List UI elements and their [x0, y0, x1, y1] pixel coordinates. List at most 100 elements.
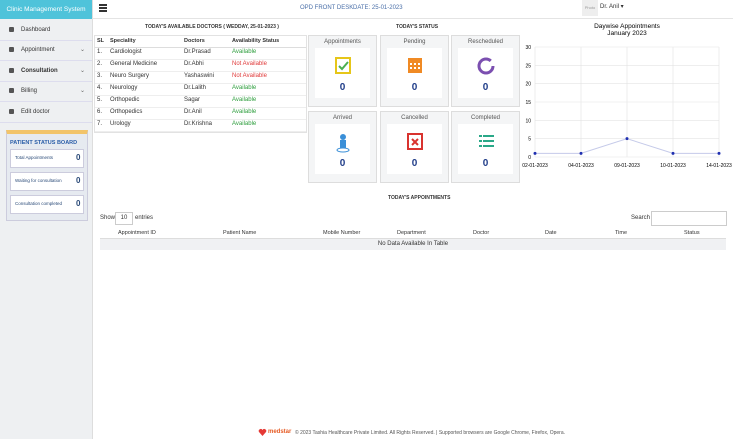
- point: [671, 151, 675, 155]
- point: [579, 151, 583, 155]
- chart-subtitle: January 2023: [607, 30, 647, 37]
- header-date: DATE: 25-01-2023: [353, 5, 403, 11]
- status-card: Rescheduled 0: [451, 35, 520, 107]
- column-header: Appointment ID: [118, 230, 156, 236]
- empty-row: No Data Available In Table: [100, 239, 726, 250]
- cell-doctor: Dr.Lalith: [184, 85, 207, 91]
- chart-title: Daywise Appointments: [594, 23, 661, 30]
- menu-label: Dashboard: [21, 27, 51, 33]
- user-menu[interactable]: Dr. Anil ▾: [600, 4, 624, 10]
- cell-speciality: Neuro Surgery: [110, 73, 150, 79]
- card-count: 0: [411, 82, 418, 93]
- card-icon: [335, 57, 351, 74]
- cell-status: Not Available: [232, 73, 267, 79]
- row-line: [95, 107, 306, 108]
- card-icon: [336, 134, 350, 153]
- menu-label: Edit doctor: [21, 109, 50, 115]
- cell-doctor: Yashaswini: [184, 73, 214, 79]
- cell-speciality: General Medicine: [110, 61, 158, 67]
- row-line: [95, 71, 306, 72]
- menu-label: Appointment: [21, 47, 55, 53]
- card-title: Completed: [470, 115, 500, 121]
- column-header: Time: [615, 230, 628, 236]
- cell-doctor: Dr.Abhi: [184, 61, 204, 67]
- board-label: Waiting for consultation: [15, 178, 62, 183]
- menu-caret: ⌄: [80, 47, 86, 53]
- menu-item[interactable]: Dashboard: [0, 20, 92, 41]
- card-title: Rescheduled: [467, 39, 504, 45]
- footer-text: © 2023 Tashia Healthcare Private Limited…: [295, 430, 566, 436]
- y-tick-label: 0: [528, 155, 531, 161]
- column-header: Date: [545, 230, 557, 236]
- menu-item[interactable]: Consultation ⌄: [0, 61, 92, 82]
- card-icon: [408, 58, 422, 73]
- cell-status: Available: [232, 49, 257, 55]
- header-title: OPD FRONT DESK: [300, 5, 354, 11]
- menu-caret: ⌄: [80, 88, 86, 94]
- board-count: 0: [76, 153, 81, 162]
- cell-doctor: Dr.Prasad: [184, 49, 211, 55]
- cell-sl: 2.: [97, 61, 103, 67]
- card-title: Pending: [403, 39, 426, 45]
- menu-item[interactable]: Billing ⌄: [0, 81, 92, 102]
- cell-status: Available: [232, 85, 257, 91]
- y-tick-label: 30: [525, 45, 531, 51]
- doctors-title: TODAY'S AVAILABLE DOCTORS ( WEDDAY, 25-0…: [145, 24, 279, 30]
- board-title: PATIENT STATUS BOARD: [10, 140, 78, 146]
- menu-icon: [9, 88, 14, 93]
- column-header: Status: [684, 230, 700, 236]
- board-item: Waiting for consultation 0: [10, 172, 84, 191]
- search-input[interactable]: [651, 211, 727, 226]
- x-tick-label: 02-01-2023: [522, 163, 548, 169]
- card-body: 0: [315, 124, 370, 174]
- column-header: Mobile Number: [323, 230, 361, 236]
- divider: [92, 18, 733, 19]
- photo: Photo: [582, 0, 598, 16]
- search-label: Search: [631, 215, 651, 221]
- doctors-table: SL Speciality Doctors Availability Status 1.…: [94, 35, 307, 133]
- user: Dr. Anil: [600, 4, 620, 10]
- cell-speciality: Urology: [110, 121, 131, 127]
- x-tick-label: 09-01-2023: [614, 163, 640, 169]
- cell-speciality: Cardiologist: [110, 49, 142, 55]
- column-header: Speciality: [110, 38, 136, 44]
- cell-doctor: Sagar: [184, 97, 201, 103]
- status-card: Arrived 0: [308, 111, 377, 183]
- card-body: 0: [387, 124, 442, 174]
- menu-icon: [9, 68, 14, 73]
- menu-item[interactable]: Edit doctor: [0, 102, 92, 123]
- point: [717, 151, 721, 155]
- board-item: Total Appointments 0: [10, 149, 84, 168]
- cell-sl: 5.: [97, 97, 103, 103]
- show: Show: [100, 215, 116, 221]
- row-line: [95, 83, 306, 84]
- status-board: PATIENT STATUS BOARD Total Appointments 0…: [6, 130, 88, 221]
- cell-speciality: Neurology: [110, 85, 138, 91]
- menu-item[interactable]: Appointment ⌄: [0, 40, 92, 61]
- status-card: Appointments 0: [308, 35, 377, 107]
- cell-sl: 1.: [97, 49, 103, 55]
- y-tick-label: 10: [525, 118, 531, 124]
- appointments-header: Appointment ID Patient Name Mobile Number D…: [100, 228, 726, 239]
- card-icon: [477, 57, 495, 75]
- board-label: Consultation completed: [15, 201, 63, 206]
- status-card: Cancelled 0: [380, 111, 449, 183]
- cell-speciality: Orthopedics: [110, 109, 143, 115]
- appointments-title: TODAY'S APPOINTMENTS: [388, 195, 451, 201]
- card-title: Appointments: [324, 39, 361, 45]
- row-line: [95, 95, 306, 96]
- cell-status: Available: [232, 109, 257, 115]
- y-tick-label: 5: [528, 137, 531, 143]
- board-count: 0: [76, 176, 81, 185]
- logo-icon: [258, 428, 267, 436]
- entries-select[interactable]: 10: [115, 212, 133, 225]
- board-item: Consultation completed 0: [10, 195, 84, 214]
- menu-toggle[interactable]: [99, 4, 107, 6]
- card-count: 0: [339, 158, 346, 169]
- y-tick-label: 15: [525, 100, 531, 106]
- cell-status: Available: [232, 97, 257, 103]
- menu-icon: [9, 109, 14, 114]
- column-header: SL: [97, 38, 105, 44]
- sidebar: Clinic Management System Dashboard Appoin…: [0, 0, 93, 439]
- point: [625, 137, 629, 141]
